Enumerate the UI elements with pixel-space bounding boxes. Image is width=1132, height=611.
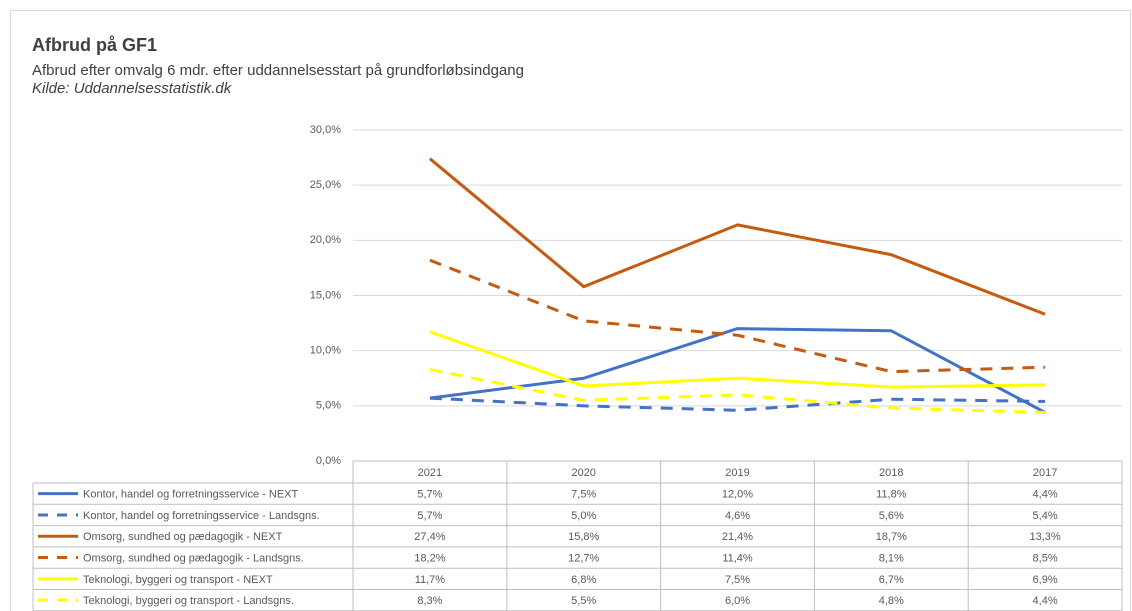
- series-line: [428, 157, 1046, 316]
- table-value: 11,4%: [722, 552, 753, 564]
- legend-label: Omsorg, sundhed og pædagogik - NEXT: [83, 531, 283, 543]
- table-value: 13,3%: [1029, 531, 1060, 543]
- table-value: 18,2%: [414, 552, 445, 564]
- table-value: 4,4%: [1033, 595, 1058, 607]
- table-value: 8,5%: [1033, 552, 1058, 564]
- x-tick-label: 2018: [879, 467, 903, 479]
- table-value: 7,5%: [725, 574, 750, 586]
- series-line: [429, 330, 1046, 389]
- chart-source: Kilde: Uddannelsesstatistik.dk: [32, 80, 233, 97]
- table-value: 5,7%: [417, 510, 442, 522]
- table-value: 5,5%: [571, 595, 596, 607]
- table-value: 4,4%: [1033, 489, 1058, 501]
- table-value: 8,3%: [417, 595, 442, 607]
- y-tick-label: 0,0%: [316, 455, 341, 467]
- table-value: 21,4%: [722, 531, 753, 543]
- table-value: 6,0%: [725, 595, 750, 607]
- chart-subtitle: Afbrud efter omvalg 6 mdr. efter uddanne…: [32, 62, 524, 79]
- legend-label: Kontor, handel og forretningsservice - N…: [83, 489, 299, 501]
- table-value: 12,7%: [568, 552, 599, 564]
- chart-title: Afbrud på GF1: [32, 35, 157, 55]
- table-value: 6,8%: [571, 574, 596, 586]
- legend-label: Teknologi, byggeri og transport - NEXT: [83, 574, 273, 586]
- x-tick-label: 2019: [725, 467, 749, 479]
- y-tick-label: 20,0%: [310, 234, 341, 246]
- y-tick-label: 25,0%: [310, 179, 341, 191]
- table-value: 5,0%: [571, 510, 596, 522]
- table-value: 18,7%: [876, 531, 907, 543]
- legend-label: Teknologi, byggeri og transport - Landsg…: [83, 595, 294, 607]
- series-line: [429, 396, 1046, 412]
- table-value: 7,5%: [571, 489, 596, 501]
- table-value: 11,7%: [415, 574, 446, 586]
- series-line: [429, 258, 1046, 374]
- table-value: 6,9%: [1033, 574, 1058, 586]
- table-value: 8,1%: [879, 552, 904, 564]
- chart-frame: [10, 10, 1131, 611]
- y-tick-label: 30,0%: [310, 124, 341, 136]
- table-value: 27,4%: [414, 531, 445, 543]
- table-value: 5,6%: [879, 510, 904, 522]
- table-value: 4,8%: [879, 595, 904, 607]
- table-value: 12,0%: [722, 489, 753, 501]
- legend-label: Kontor, handel og forretningsservice - L…: [83, 510, 320, 522]
- table-value: 5,7%: [417, 489, 442, 501]
- table-value: 4,6%: [725, 510, 750, 522]
- x-tick-label: 2017: [1033, 467, 1057, 479]
- table-value: 6,7%: [879, 574, 904, 586]
- x-tick-label: 2020: [571, 467, 595, 479]
- table-value: 5,4%: [1033, 510, 1058, 522]
- x-tick-label: 2021: [418, 467, 442, 479]
- table-value: 15,8%: [568, 531, 599, 543]
- series-line: [429, 327, 1046, 414]
- y-tick-label: 5,0%: [316, 400, 341, 412]
- y-tick-label: 10,0%: [310, 345, 341, 357]
- y-tick-label: 15,0%: [310, 289, 341, 301]
- legend-label: Omsorg, sundhed og pædagogik - Landsgns.: [83, 552, 304, 564]
- table-value: 11,8%: [876, 489, 907, 501]
